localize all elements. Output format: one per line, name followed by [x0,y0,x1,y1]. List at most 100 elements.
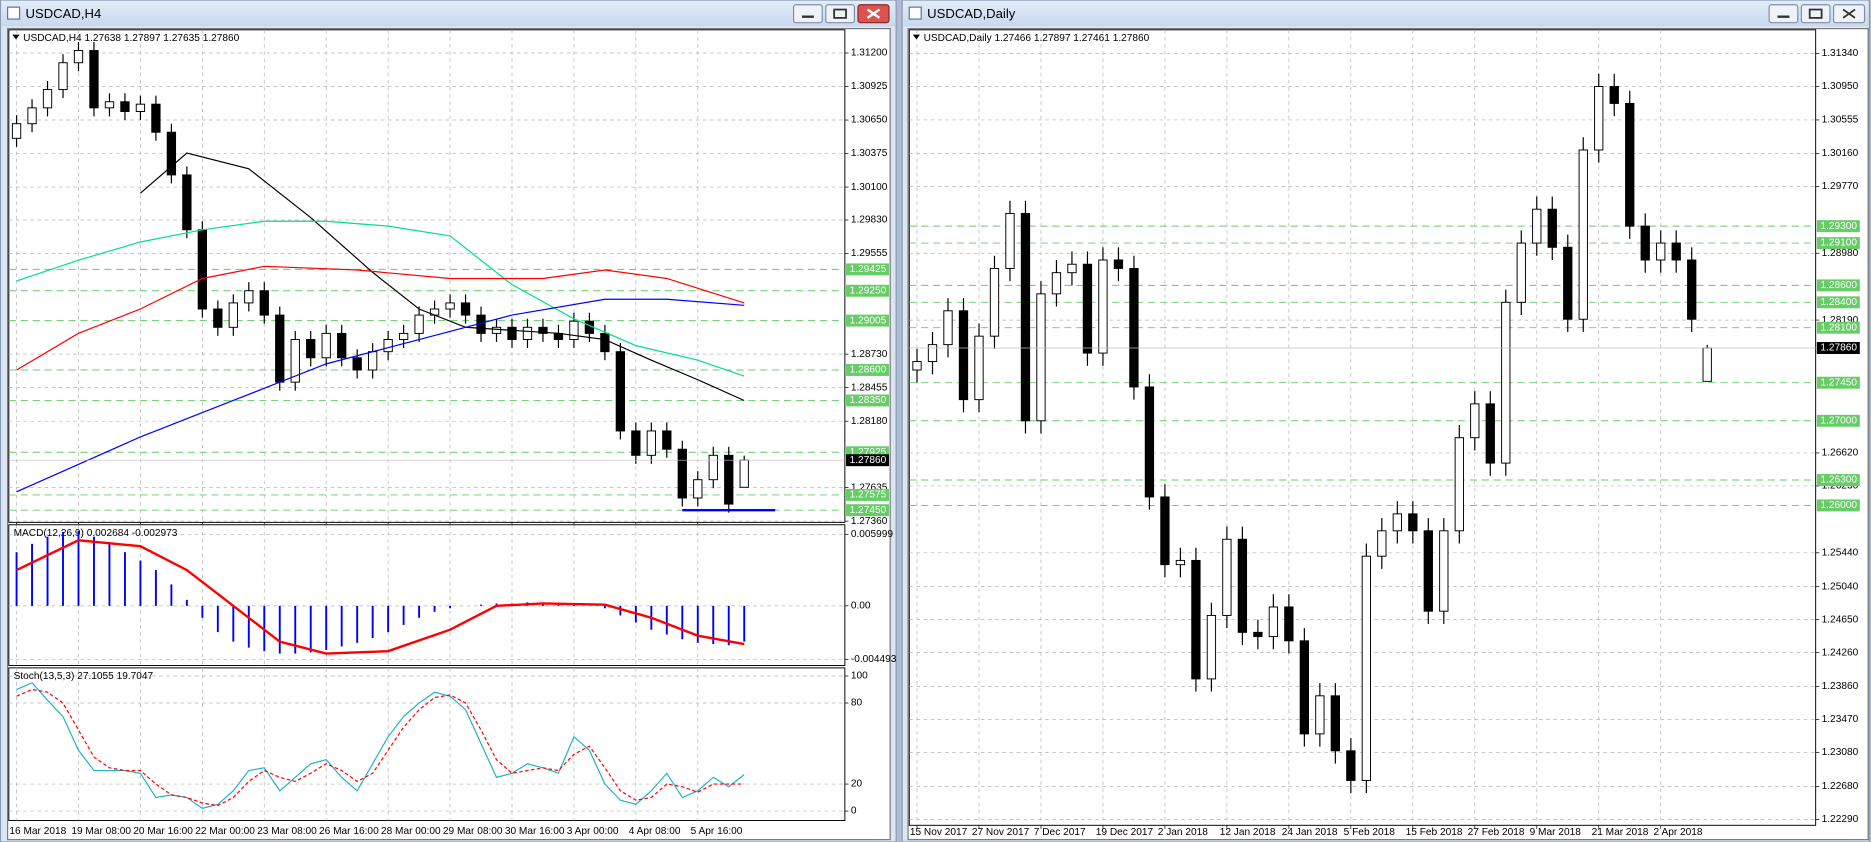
close-button[interactable] [857,4,890,24]
candle-body [739,459,749,488]
y-tick-label: 1.23080 [1822,747,1859,758]
level-label: 1.29100 [1820,238,1857,249]
y-tick-label: 0.005999 [851,529,894,540]
level-label: 1.27575 [850,490,887,501]
y-tick-label: 1.26230 [1822,481,1859,492]
window-icon [908,6,922,20]
y-tick-label: 1.28980 [1822,248,1859,259]
candle-body [275,314,285,383]
y-tick-label: 1.30925 [851,81,888,92]
candle-body [27,107,37,125]
minimize-button[interactable] [1768,4,1799,24]
candle-body [290,339,300,383]
candle-body [1299,640,1310,735]
candle-body [1113,259,1124,269]
candle-body [1423,530,1433,612]
candle-body [1547,208,1557,248]
candle-body [228,302,238,328]
candle-body [1237,538,1248,633]
candle-body [600,332,610,353]
window-daily: USDCAD,Daily [901,0,1870,842]
candle-body [491,326,502,334]
level-tag [846,394,889,407]
pane-title: USDCAD,Daily 1.27466 1.27897 1.27461 1.2… [924,33,1150,44]
candle-body [445,302,455,310]
y-tick-label: 1.28190 [1822,315,1859,326]
y-tick-label: 1.28455 [851,382,888,393]
level-tag [846,364,889,376]
candle-body [1191,559,1201,680]
candle-body [1361,555,1371,781]
current-price-tag [1816,342,1860,354]
candle-body [1160,496,1170,566]
candle-body [1284,606,1294,642]
x-tick-label: 7 Dec 2017 [1034,827,1086,838]
level-label: 1.29300 [1820,221,1857,232]
candle-body [383,339,393,353]
y-tick-label: 1.31200 [851,48,888,59]
candle-body [1594,86,1604,151]
candle-body [1656,242,1666,261]
candle-body [677,448,687,499]
close-button[interactable] [1832,4,1866,24]
candle-body [1454,437,1464,532]
level-tag [1816,296,1860,309]
chart-area [7,28,891,841]
level-label: 1.26300 [1820,475,1857,486]
y-tick-label: 1.30100 [851,182,888,193]
maximize-button[interactable] [1800,4,1831,24]
candle-body [1640,225,1650,261]
indicator-line [16,688,745,807]
y-tick-label: 1.23860 [1822,681,1859,692]
level-tag [1816,414,1860,427]
candle-body [912,361,922,371]
candle-body [1609,86,1619,104]
minimize-button[interactable] [792,4,823,24]
indicator-line [16,682,745,810]
y-tick-label: 0 [851,806,857,817]
x-tick-label: 2 Apr 2018 [1654,827,1703,838]
current-price-tag [846,454,889,467]
x-tick-label: 5 Feb 2018 [1344,827,1396,838]
candle-body [1067,263,1077,274]
x-tick-label: 24 Jan 2018 [1282,827,1338,838]
y-tick-label: 20 [851,779,863,790]
y-tick-label: 1.29770 [1822,181,1859,192]
candle-body [1408,513,1418,532]
candle-body [1625,102,1635,227]
y-tick-label: 1.25040 [1822,581,1859,592]
candle-body [197,229,208,310]
level-tag [1816,321,1860,334]
candle-body [569,320,579,340]
level-label: 1.28600 [1820,280,1857,291]
pane-title: Stoch(13,5,3) 27.1055 19.7047 [14,671,154,682]
x-tick-label: 9 Mar 2018 [1530,827,1582,838]
y-tick-label: -0.004493 [851,654,897,665]
candle-body [708,454,718,481]
level-label: 1.27925 [850,447,887,458]
candle-body [1268,606,1279,638]
candle-body [1470,403,1480,439]
x-tick-label: 23 Mar 08:00 [257,826,317,837]
candle-body [368,351,378,371]
y-tick-label: 100 [851,671,868,682]
candle-body [244,290,254,304]
y-tick-label: 1.29555 [851,248,888,259]
maximize-button[interactable] [825,4,855,24]
candle-body [1377,530,1387,557]
window-title: USDCAD,H4 [26,6,102,21]
candle-body [135,103,146,112]
x-tick-label: 28 Mar 00:00 [381,826,441,837]
level-tag [1816,220,1860,233]
level-label: 1.28600 [850,365,887,376]
y-tick-label: 1.28730 [851,349,888,360]
level-tag [846,488,889,501]
x-tick-label: 20 Mar 16:00 [133,826,193,837]
x-tick-label: 16 Mar 2018 [9,826,66,837]
candle-body [693,479,703,499]
candle-body [1702,347,1712,382]
y-tick-label: 1.27360 [851,516,888,527]
level-tag [846,314,889,327]
x-tick-label: 27 Nov 2017 [972,827,1030,838]
